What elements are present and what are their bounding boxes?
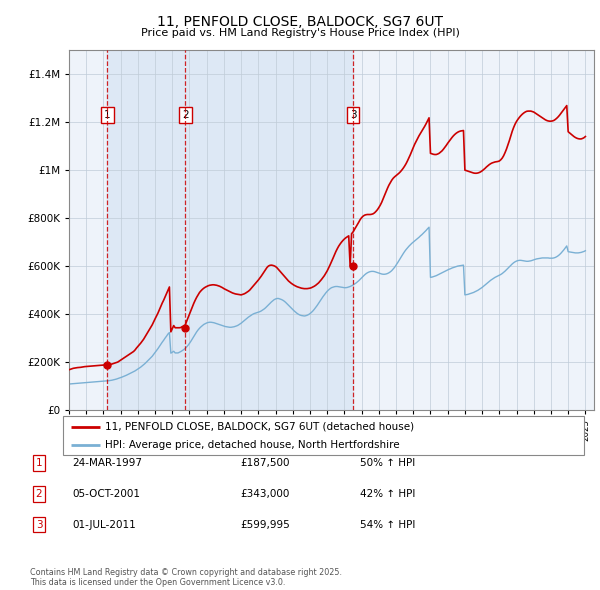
Text: 1: 1 <box>35 458 43 468</box>
Text: 42% ↑ HPI: 42% ↑ HPI <box>360 489 415 499</box>
Text: £599,995: £599,995 <box>240 520 290 529</box>
Text: 3: 3 <box>35 520 43 529</box>
Bar <box>185 50 353 410</box>
FancyBboxPatch shape <box>62 416 584 455</box>
Text: 01-JUL-2011: 01-JUL-2011 <box>72 520 136 529</box>
Text: 54% ↑ HPI: 54% ↑ HPI <box>360 520 415 529</box>
Text: Price paid vs. HM Land Registry's House Price Index (HPI): Price paid vs. HM Land Registry's House … <box>140 28 460 38</box>
Text: 11, PENFOLD CLOSE, BALDOCK, SG7 6UT (detached house): 11, PENFOLD CLOSE, BALDOCK, SG7 6UT (det… <box>105 422 414 432</box>
Text: 05-OCT-2001: 05-OCT-2001 <box>72 489 140 499</box>
Text: 11, PENFOLD CLOSE, BALDOCK, SG7 6UT: 11, PENFOLD CLOSE, BALDOCK, SG7 6UT <box>157 15 443 29</box>
Text: 50% ↑ HPI: 50% ↑ HPI <box>360 458 415 468</box>
Text: Contains HM Land Registry data © Crown copyright and database right 2025.
This d: Contains HM Land Registry data © Crown c… <box>30 568 342 587</box>
Text: 2: 2 <box>182 110 188 120</box>
Text: £343,000: £343,000 <box>240 489 289 499</box>
Text: 3: 3 <box>350 110 356 120</box>
Text: 1: 1 <box>104 110 110 120</box>
Text: 24-MAR-1997: 24-MAR-1997 <box>72 458 142 468</box>
Bar <box>107 50 185 410</box>
Text: £187,500: £187,500 <box>240 458 290 468</box>
Text: HPI: Average price, detached house, North Hertfordshire: HPI: Average price, detached house, Nort… <box>105 441 400 450</box>
Text: 2: 2 <box>35 489 43 499</box>
